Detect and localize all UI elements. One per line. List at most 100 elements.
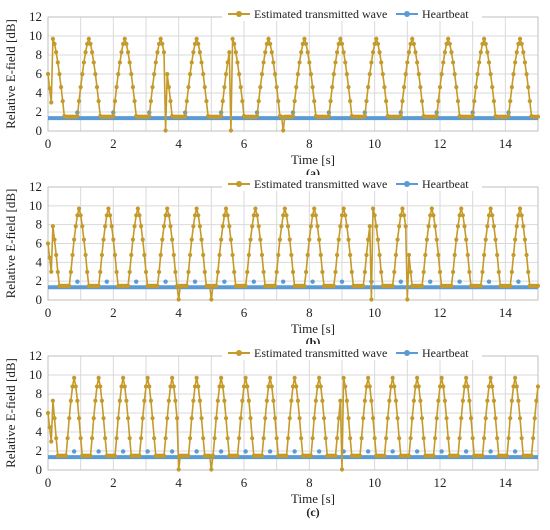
wave-point [480, 453, 485, 458]
wave-point [232, 269, 237, 275]
wave-point [210, 453, 216, 458]
x-tick-label: 14 [499, 136, 513, 151]
wave-point [50, 224, 56, 229]
x-tick-label: 10 [368, 136, 381, 151]
wave-point [272, 283, 278, 288]
wave-point [54, 436, 59, 441]
wave-point [473, 84, 479, 90]
wave-point [521, 50, 526, 55]
wave-point [254, 213, 260, 218]
wave-point [406, 453, 412, 458]
x-tick-label: 6 [241, 305, 248, 320]
wave-point [189, 416, 194, 421]
y-tick-label: 2 [36, 443, 43, 458]
wave-point [277, 237, 283, 242]
wave-point [485, 398, 490, 403]
wave-point [529, 453, 534, 458]
wave-point [419, 283, 425, 288]
heartbeat-point [428, 279, 433, 284]
wave-point [45, 241, 51, 246]
wave-point [238, 416, 243, 421]
wave-point [214, 283, 219, 288]
wave-point [446, 36, 451, 41]
wave-point [76, 206, 82, 211]
wave-point [467, 269, 472, 275]
wave-point [47, 255, 52, 260]
wave-point [415, 375, 420, 380]
heartbeat-point [486, 279, 492, 284]
wave-point [308, 453, 314, 458]
wave-point [335, 252, 340, 258]
panel-label: (c) [306, 505, 319, 519]
wave-point [519, 436, 524, 441]
wave-point [400, 206, 405, 211]
wave-point [341, 50, 346, 55]
wave-point [290, 384, 296, 389]
wave-point [259, 453, 265, 458]
wave-point [517, 416, 523, 421]
wave-point [457, 213, 462, 218]
wave-point [370, 50, 376, 55]
wave-point [132, 224, 137, 229]
wave-point [125, 50, 131, 55]
wave-point [186, 453, 191, 458]
wave-point [199, 416, 204, 421]
wave-point [191, 224, 196, 229]
wave-point [318, 384, 323, 389]
wave-point [279, 224, 284, 229]
wave-point [253, 206, 258, 211]
wave-point [269, 384, 274, 389]
wave-point [199, 60, 204, 65]
wave-point [227, 224, 232, 229]
wave-point [328, 99, 333, 104]
wave-point [377, 252, 382, 258]
heartbeat-point [194, 449, 199, 454]
wave-point [209, 467, 214, 472]
wave-point [199, 237, 204, 242]
wave-point [362, 114, 367, 119]
wave-point [519, 41, 524, 47]
wave-point [155, 283, 160, 288]
wave-point [480, 41, 485, 47]
wave-point [535, 384, 541, 389]
wave-point [166, 84, 171, 90]
wave-point [68, 398, 73, 403]
wave-point [284, 213, 289, 218]
wave-point [268, 41, 273, 47]
wave-point [299, 50, 304, 55]
heartbeat-point [243, 449, 248, 454]
wave-point [511, 384, 516, 389]
wave-point [268, 375, 273, 380]
wave-point [333, 453, 338, 458]
wave-point [222, 84, 227, 90]
wave-point [140, 416, 145, 421]
wave-point [274, 84, 279, 90]
wave-point [161, 50, 167, 55]
wave-point [142, 252, 147, 258]
wave-point [410, 416, 415, 421]
wave-point [72, 375, 77, 380]
wave-point [127, 436, 132, 441]
wave-point [429, 206, 434, 211]
wave-point [493, 416, 498, 421]
wave-point [286, 436, 291, 441]
wave-point [101, 416, 106, 421]
y-tick-label: 12 [29, 348, 42, 363]
wave-point [156, 41, 162, 47]
wave-point [276, 99, 281, 104]
wave-point [390, 283, 395, 288]
heartbeat-point [390, 449, 395, 454]
wave-point [372, 213, 377, 218]
wave-point [183, 114, 188, 119]
y-tick-label: 2 [36, 273, 43, 288]
wave-point [302, 36, 307, 41]
wave-point [366, 237, 371, 242]
wave-point [58, 84, 64, 90]
wave-point [147, 114, 152, 119]
wave-point [112, 252, 118, 258]
wave-point [73, 224, 78, 229]
wave-point [233, 50, 238, 55]
wave-point [370, 206, 376, 211]
wave-point [292, 99, 297, 104]
wave-point [186, 84, 191, 90]
